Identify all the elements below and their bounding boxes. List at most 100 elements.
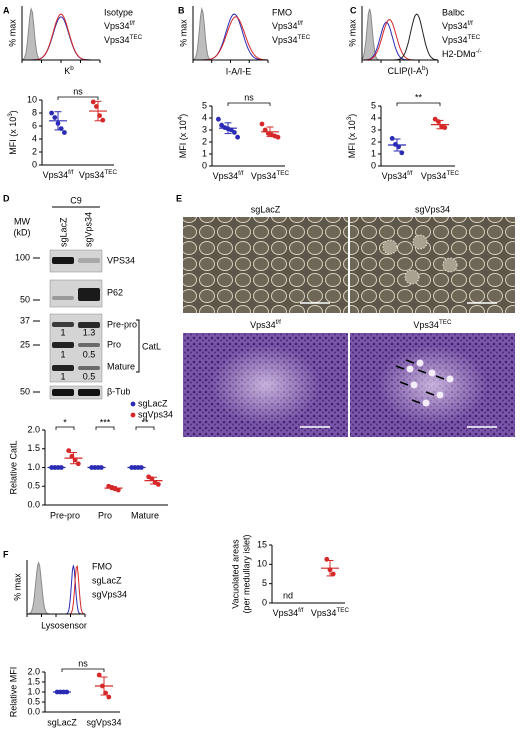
x-tick-label: Mature xyxy=(131,510,159,520)
legend-label: Vps34f/f xyxy=(272,20,303,31)
micrograph-label: sgLacZ xyxy=(251,204,281,214)
data-point xyxy=(235,134,241,140)
y-tick-label: 4 xyxy=(32,133,37,143)
arrow xyxy=(417,369,427,374)
legend-label-part: TEC xyxy=(468,34,481,41)
legend-label: Vps34f/f xyxy=(104,20,135,31)
y-tick-label: 6 xyxy=(32,120,37,130)
y-tick-label: 4 xyxy=(371,112,376,122)
legend-label: FMO xyxy=(92,561,112,571)
legend-label-part: Vps34 xyxy=(272,21,298,31)
x-tick-label: Vps34f/f xyxy=(382,170,413,181)
x-tick-label: sgVps34 xyxy=(86,717,121,727)
x-tick-label: Vps34f/f xyxy=(43,169,74,180)
significance-bracket xyxy=(227,102,271,106)
vacuole xyxy=(428,369,436,377)
legend-label-part: f/f xyxy=(130,20,135,27)
y-tick-label: 1.0 xyxy=(27,462,40,472)
catl-label: CatL xyxy=(142,341,161,351)
lane-label: sgLacZ xyxy=(58,217,68,247)
x-tick-label: sgLacZ xyxy=(47,717,77,727)
y-axis-label: Relative MFI xyxy=(8,667,18,718)
x-tick-label-part: TEC xyxy=(336,607,349,614)
data-point xyxy=(62,130,67,135)
lane-label: sgVps34 xyxy=(83,212,93,247)
legend-label-part: TEC xyxy=(298,34,311,41)
data-point xyxy=(275,134,281,140)
significance-bracket xyxy=(61,668,105,672)
x-axis-label-part: CLIP(I-A xyxy=(387,66,422,76)
x-axis-label: CLIP(I-Ab) xyxy=(387,65,428,76)
vacuole xyxy=(416,359,424,367)
x-tick-label-part: Vps34 xyxy=(251,171,277,181)
y-axis-label: Vacuolated areas xyxy=(230,539,240,609)
y-tick-label: 0 xyxy=(32,159,37,169)
significance-label: ** xyxy=(141,417,149,427)
y-tick-label: 3 xyxy=(202,124,207,134)
y-tick-label: 2 xyxy=(371,136,376,146)
y-tick-label: 10 xyxy=(257,559,267,569)
mw-label: MW xyxy=(14,216,30,226)
y-axis-label: MFI (x 103) xyxy=(346,114,357,159)
legend-label-part: H2-DMα xyxy=(442,49,476,59)
band-quant: 1 xyxy=(60,371,65,381)
significance-bracket xyxy=(95,426,115,430)
vacuole xyxy=(406,365,414,373)
y-tick-label: 0 xyxy=(371,160,376,170)
blot-strip xyxy=(49,249,103,273)
y-tick-label: 4 xyxy=(202,112,207,122)
blot-band xyxy=(78,288,100,301)
x-tick-label-part: TEC xyxy=(276,170,289,177)
mw-label: (kD) xyxy=(14,227,31,237)
arrow xyxy=(395,365,405,370)
band-label: Pre-pro xyxy=(107,319,137,329)
data-point xyxy=(259,121,265,127)
blot-band xyxy=(52,296,74,300)
y-tick-label: 10 xyxy=(27,94,37,104)
significance-label: ns xyxy=(78,658,88,668)
x-tick-label: Pre-pro xyxy=(50,510,80,520)
y-axis-label-part: ) xyxy=(178,114,188,117)
y-axis-label-part: MFI (x 10 xyxy=(8,117,18,155)
micrograph xyxy=(350,217,515,313)
data-point xyxy=(389,136,395,141)
data-point xyxy=(155,481,161,487)
data-point xyxy=(106,694,112,700)
y-axis-label-part: 4 xyxy=(177,116,184,120)
y-tick-label: 0.5 xyxy=(27,696,40,706)
x-axis-label: I-A/I-E xyxy=(226,66,252,76)
micrograph xyxy=(183,217,348,313)
y-tick-label: 2.0 xyxy=(27,424,40,434)
micrograph-label-part: TEC xyxy=(439,319,452,326)
y-axis-label-part: 3 xyxy=(346,116,353,120)
legend-label-part: Vps34 xyxy=(272,35,298,45)
x-tick-label-part: TEC xyxy=(446,170,459,177)
x-tick-label-part: Vps34 xyxy=(43,170,69,180)
data-point xyxy=(96,672,102,678)
histogram-curve xyxy=(361,8,438,61)
data-point xyxy=(90,99,96,105)
data-point xyxy=(75,461,81,467)
y-axis-label: (per medullary islet) xyxy=(241,534,251,613)
y-axis-label-part: ) xyxy=(347,114,357,117)
band-quant: 1 xyxy=(60,327,65,337)
micrograph-label-part: Vps34 xyxy=(413,320,439,330)
blot-band xyxy=(52,365,74,371)
data-point xyxy=(232,130,237,135)
y-tick-label: 5 xyxy=(202,100,207,110)
y-axis-label-part: MFI (x 10 xyxy=(178,120,188,158)
significance-bracket xyxy=(57,96,99,100)
legend-label-part: f/f xyxy=(298,20,303,27)
band-quant: 0.5 xyxy=(83,349,96,359)
mw-marker: 100 xyxy=(15,252,30,262)
vacuole xyxy=(436,391,444,399)
y-tick-label: 0.0 xyxy=(27,499,40,509)
x-tick-label-part: f/f xyxy=(407,170,412,177)
arrow xyxy=(425,391,435,396)
band-label: Mature xyxy=(107,361,135,371)
band-quant: 1 xyxy=(60,349,65,359)
vacuole xyxy=(422,399,430,407)
x-tick-label-part: f/f xyxy=(68,169,73,176)
significance-label: ns xyxy=(73,86,83,96)
x-tick-label-part: Vps34 xyxy=(273,608,299,618)
